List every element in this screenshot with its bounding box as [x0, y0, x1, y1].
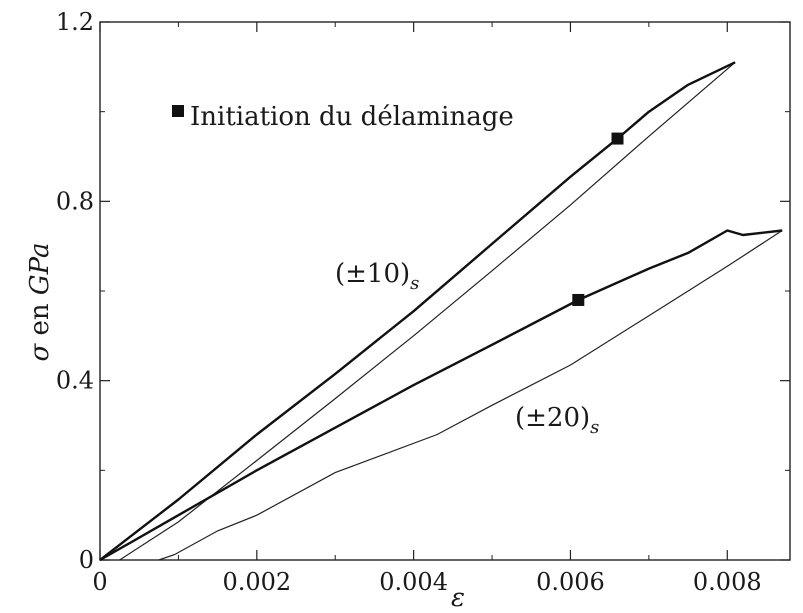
- series-pm10-delamination-marker: [611, 132, 624, 145]
- x-axis-ticks: 0 0.002 0.004 0.006 0.008: [92, 22, 762, 596]
- series-pm20-loading-line: [99, 229, 783, 562]
- series-layer: [99, 61, 783, 562]
- series-label-pm20-sub: s: [590, 417, 599, 438]
- series-label-pm20-text: (±20): [515, 403, 590, 433]
- x-tick-label: 0: [92, 568, 107, 596]
- y-axis-label: σ en GPa: [25, 242, 55, 361]
- y-axis-label-unit: GPa: [25, 242, 55, 295]
- y-axis-label-word: [25, 336, 55, 344]
- series-pm20-unloading-line: [158, 229, 783, 561]
- y-axis-label-en: en: [25, 303, 55, 335]
- series-pm10-unloading-line: [119, 61, 736, 561]
- y-axis-ticks: 0 0.4 0.8 1.2: [56, 8, 790, 574]
- legend-label: Initiation du délaminage: [190, 102, 514, 132]
- x-tick-label: 0.004: [379, 568, 448, 596]
- y-tick-label: 1.2: [56, 8, 94, 36]
- y-tick-label: 0.8: [56, 187, 94, 215]
- series-label-pm10-text: (±10): [335, 259, 410, 289]
- y-axis-label-symbol: σ: [25, 343, 55, 362]
- series-label-pm10: (±10)s: [335, 259, 419, 294]
- x-tick-label: 0.002: [222, 568, 291, 596]
- series-pm10-loading-line: [99, 61, 736, 561]
- x-axis-label: ε: [451, 583, 465, 613]
- series-pm20-delamination-marker: [572, 293, 585, 306]
- x-tick-label: 0.006: [536, 568, 605, 596]
- legend-marker-square-icon: [172, 105, 184, 117]
- y-tick-label: 0: [79, 546, 94, 574]
- series-label-pm20: (±20)s: [515, 403, 599, 438]
- y-tick-label: 0.4: [56, 367, 94, 395]
- x-tick-label: 0.008: [693, 568, 762, 596]
- series-label-pm10-sub: s: [410, 273, 419, 294]
